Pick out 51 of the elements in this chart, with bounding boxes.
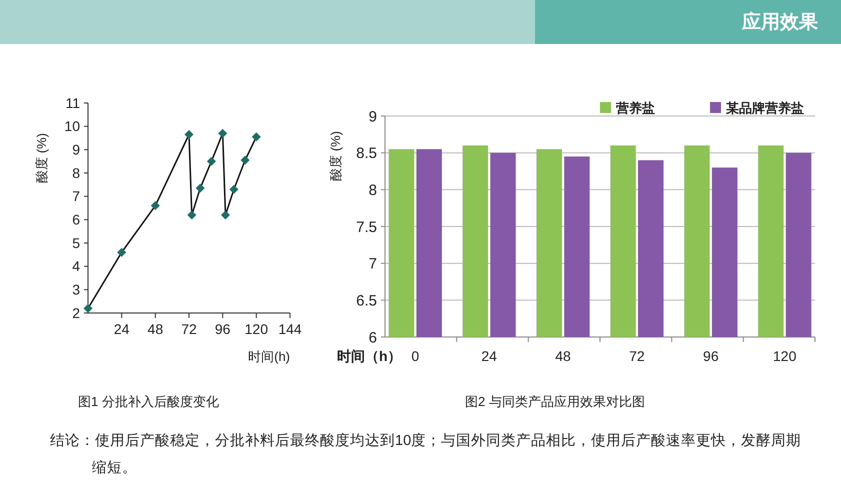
y-tick-label: 2 (72, 304, 80, 321)
x-tick-label: 120 (244, 321, 268, 337)
point (206, 156, 216, 166)
caption: 图2 与同类产品应用效果对比图 (465, 394, 645, 409)
text: 结论：使用后产酸稳定，分批补料后最终酸度均达到10度；与国外同类产品相比，使用后产酸速率更快，发酵周期缩短。 (50, 432, 802, 476)
y-tick-label: 9 (368, 108, 377, 126)
point (220, 210, 230, 220)
y-tick-label: 8.5 (356, 145, 377, 162)
x-tick-label: 96 (703, 348, 719, 364)
y-tick-label: 7 (368, 256, 377, 273)
x-tick-label: 48 (555, 348, 572, 364)
point (84, 304, 92, 313)
point (240, 156, 250, 165)
point (218, 128, 228, 138)
caption: 图1 分批补入后酸度变化 (78, 394, 219, 409)
point (252, 132, 261, 142)
point (187, 210, 196, 220)
y-tick-label: 3 (72, 282, 80, 298)
x-tick-label: 96 (214, 321, 231, 337)
x-tick-label: 120 (773, 348, 797, 364)
y-tick-label: 6 (368, 329, 377, 346)
point (150, 201, 160, 210)
y-tick-label: 4 (72, 258, 80, 274)
y-tick-label: 7.5 (356, 218, 377, 236)
y-tick-label: 5 (72, 234, 80, 251)
point (184, 130, 194, 139)
x-axis-title: 时间（h） (337, 348, 402, 364)
x-tick-label: 72 (629, 348, 645, 364)
x-tick-label: 24 (481, 348, 498, 364)
y-tick-label: 8 (368, 182, 377, 199)
y-tick-label: 8 (72, 164, 80, 181)
point (117, 248, 126, 257)
x-tick-label: 24 (114, 321, 130, 337)
x-tick-label: 0 (411, 348, 420, 364)
y-tick-label: 9 (72, 142, 80, 158)
x-tick-label: 144 (278, 321, 302, 337)
legend-label: 某品牌营养盐 (725, 100, 804, 116)
point (196, 184, 205, 193)
x-axis-title: 时间(h) (248, 349, 290, 364)
point (229, 184, 238, 194)
y-axis-title: 酸度 (%) (34, 133, 49, 183)
y-axis-title: 酸度 (%) (328, 131, 343, 181)
y-tick-label: 6 (72, 212, 80, 228)
y-tick-label: 10 (64, 118, 80, 134)
y-tick-label: 11 (65, 94, 80, 111)
legend-label: 营养盐 (615, 100, 655, 116)
x-tick-label: 72 (181, 321, 197, 337)
text: 应用效果 (741, 11, 819, 33)
y-tick-label: 7 (72, 188, 80, 204)
y-tick-label: 6.5 (356, 292, 377, 310)
x-tick-label: 48 (148, 321, 164, 337)
